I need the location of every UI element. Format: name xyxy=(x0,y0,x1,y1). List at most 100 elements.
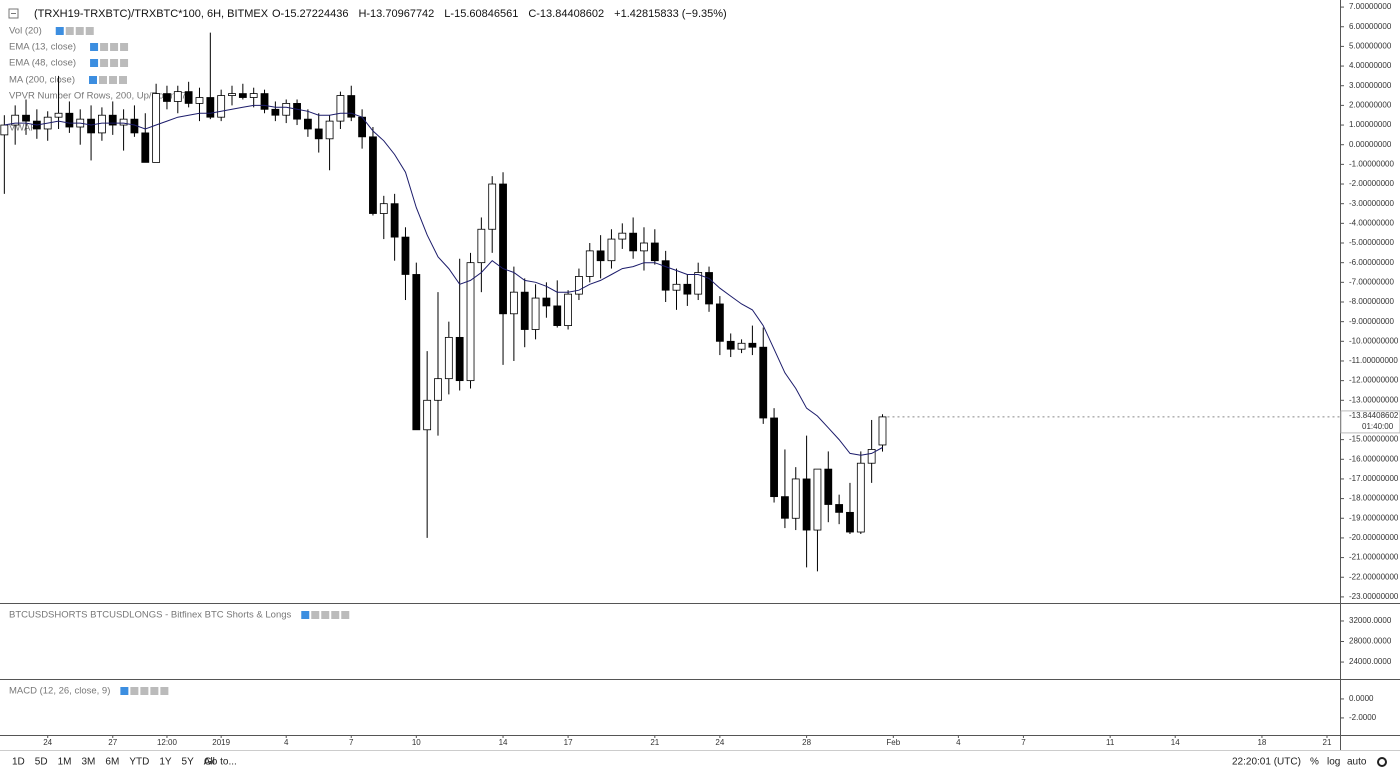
ohlc-value: H-13.70967742 xyxy=(358,8,434,20)
y-tick-label: -2.0000 xyxy=(1349,713,1377,722)
range-button[interactable]: 3M xyxy=(82,757,96,768)
candle-body xyxy=(585,250,594,277)
candle-body xyxy=(260,93,269,110)
y-tick-label: 1.00000000 xyxy=(1349,120,1392,129)
candle-body xyxy=(477,228,486,264)
indicator-button[interactable] xyxy=(311,611,320,619)
x-tick-label: 4 xyxy=(284,738,289,747)
indicator-label: MA (200, close) xyxy=(9,75,75,86)
indicator-button[interactable] xyxy=(109,76,117,84)
indicator-button[interactable] xyxy=(75,27,84,35)
candle-body xyxy=(553,305,562,326)
indicator-button[interactable] xyxy=(55,27,64,35)
collapse-icon[interactable] xyxy=(8,8,19,19)
option-button[interactable]: % xyxy=(1310,757,1319,768)
x-tick-label: 21 xyxy=(1323,738,1332,747)
range-button[interactable]: YTD xyxy=(129,757,149,768)
indicator-button[interactable] xyxy=(341,611,350,619)
y-tick-label: -16.00000000 xyxy=(1349,454,1399,463)
candle-body xyxy=(748,342,757,348)
candle-body xyxy=(759,346,768,419)
candle-body xyxy=(813,468,822,531)
option-button[interactable]: auto xyxy=(1347,757,1367,768)
candle-body xyxy=(694,272,703,295)
candle-body xyxy=(238,93,247,98)
indicator-button[interactable] xyxy=(100,59,109,67)
indicator-button[interactable] xyxy=(130,687,139,695)
x-tick-label: 21 xyxy=(650,738,659,747)
indicator-button[interactable] xyxy=(100,43,109,51)
x-tick-label: 14 xyxy=(1171,738,1180,747)
candle-body xyxy=(564,293,572,326)
y-tick-label: 4.00000000 xyxy=(1349,61,1392,70)
range-button[interactable]: 5Y xyxy=(182,757,195,768)
candle-body xyxy=(531,297,540,330)
y-tick-label: -11.00000000 xyxy=(1349,356,1398,365)
y-tick-label: -2.00000000 xyxy=(1349,179,1394,188)
candle-body xyxy=(781,496,789,519)
y-tick-label: -10.00000000 xyxy=(1349,336,1399,345)
indicator-button[interactable] xyxy=(160,687,169,695)
indicator-button[interactable] xyxy=(90,59,99,67)
y-tick-label: -15.00000000 xyxy=(1349,435,1399,444)
candle-body xyxy=(119,118,128,126)
candle-body xyxy=(791,478,800,519)
indicator-button[interactable] xyxy=(120,43,129,51)
y-tick-label: 2.00000000 xyxy=(1349,100,1392,109)
candle-body xyxy=(379,203,388,214)
y-tick-label: -7.00000000 xyxy=(1349,277,1394,286)
candle-body xyxy=(455,336,464,382)
indicator-button[interactable] xyxy=(89,76,97,84)
candle-body xyxy=(629,232,638,252)
range-button[interactable]: 1M xyxy=(58,757,72,768)
settings-button[interactable] xyxy=(1377,757,1387,767)
y-tick-label: -13.00000000 xyxy=(1349,395,1399,404)
y-tick-label: -22.00000000 xyxy=(1349,572,1399,581)
indicator-button[interactable] xyxy=(99,76,107,84)
indicator-button[interactable] xyxy=(90,43,99,51)
candle-body xyxy=(509,291,518,315)
range-button[interactable]: All xyxy=(204,757,215,768)
indicator-button[interactable] xyxy=(110,43,119,51)
goto-button[interactable]: Go to... xyxy=(204,757,237,768)
candle-body xyxy=(11,114,20,126)
indicator-button[interactable] xyxy=(331,611,340,619)
range-button[interactable]: 1D xyxy=(12,757,25,768)
candle-body xyxy=(444,336,453,380)
indicator-button[interactable] xyxy=(321,611,330,619)
indicator-button[interactable] xyxy=(110,59,119,67)
candle-body xyxy=(878,416,887,446)
indicator-label: Vol (20) xyxy=(9,26,42,37)
candle-body xyxy=(542,297,551,307)
indicator-button[interactable] xyxy=(140,687,149,695)
candle-body xyxy=(65,112,74,128)
indicator-button[interactable] xyxy=(85,27,94,35)
indicator-button[interactable] xyxy=(120,59,129,67)
indicator-button[interactable] xyxy=(119,76,127,84)
candle-body xyxy=(206,97,215,118)
range-button[interactable]: 1Y xyxy=(159,757,172,768)
range-button[interactable]: 5D xyxy=(35,757,48,768)
candle-body xyxy=(737,342,746,350)
option-button[interactable]: log xyxy=(1327,757,1340,768)
candle-body xyxy=(499,183,507,315)
x-tick-label: 27 xyxy=(108,738,117,747)
candle-body xyxy=(683,283,692,295)
candle-body xyxy=(369,136,377,214)
x-tick-label: 24 xyxy=(715,738,724,747)
indicator-button[interactable] xyxy=(120,687,129,695)
indicator-button[interactable] xyxy=(150,687,159,695)
indicator-label: EMA (13, close) xyxy=(9,42,76,53)
candle-body xyxy=(249,93,258,98)
candle-body xyxy=(184,91,193,104)
candle-body xyxy=(22,114,30,122)
candle-body xyxy=(347,95,356,118)
indicator-button[interactable] xyxy=(65,27,74,35)
indicator-label: VWAP xyxy=(9,123,37,134)
clock: 22:20:01 (UTC) xyxy=(1232,757,1301,768)
indicator-button[interactable] xyxy=(301,611,310,619)
ohlc-value: O-15.27224436 xyxy=(272,8,348,20)
y-tick-label: -19.00000000 xyxy=(1349,513,1399,522)
range-button[interactable]: 6M xyxy=(105,757,119,768)
